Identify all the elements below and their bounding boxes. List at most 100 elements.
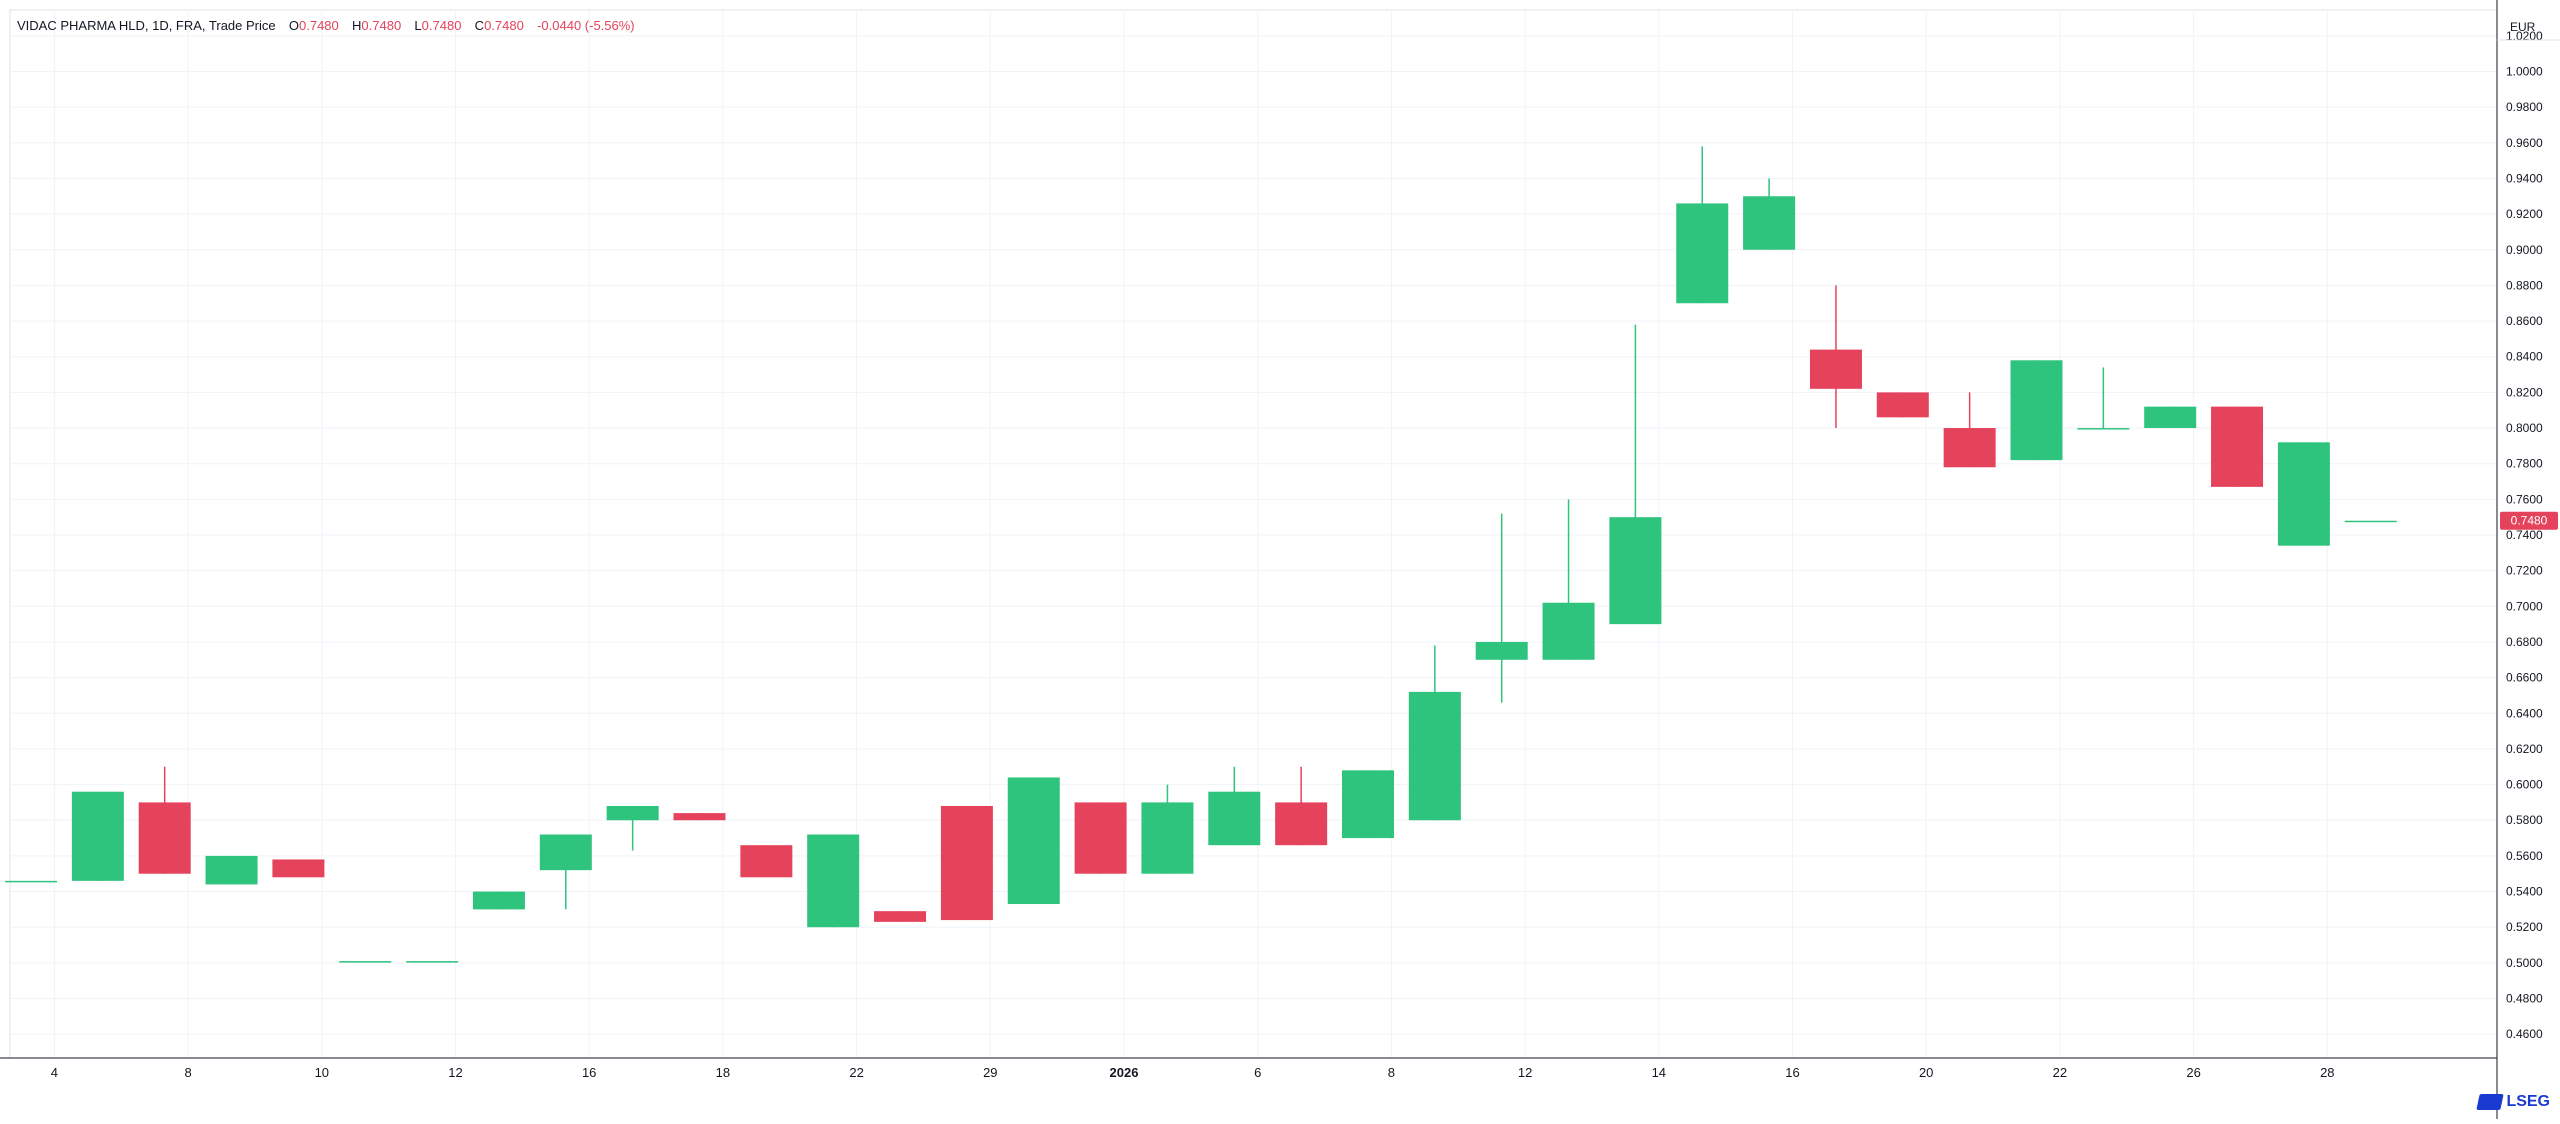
legend-high-label: H	[352, 18, 362, 33]
candle-body	[2344, 520, 2397, 523]
y-tick-label: 0.9000	[2506, 243, 2543, 257]
y-tick-label: 0.9400	[2506, 171, 2543, 185]
candle	[1943, 392, 1996, 468]
plot-frame	[9, 9, 2498, 1059]
candle-body	[539, 834, 592, 871]
candle-body	[874, 911, 927, 922]
x-tick-label: 29	[983, 1065, 997, 1080]
x-tick-label: 10	[315, 1065, 329, 1080]
candle	[1676, 146, 1729, 304]
x-tick-label: 14	[1652, 1065, 1666, 1080]
candle	[1007, 777, 1060, 905]
candle	[2277, 442, 2330, 546]
candle-body	[406, 961, 459, 963]
lseg-logo-icon	[2476, 1094, 2505, 1110]
x-tick-label: 22	[849, 1065, 863, 1080]
x-tick-label: 26	[2186, 1065, 2200, 1080]
candle-body	[940, 805, 993, 921]
candle	[2010, 360, 2063, 461]
candle-body	[2010, 360, 2063, 461]
chart-legend: VIDAC PHARMA HLD, 1D, FRA, Trade Price O…	[17, 18, 635, 33]
candle-body	[1208, 791, 1261, 846]
candle-body	[71, 791, 124, 881]
candle	[1542, 499, 1595, 660]
candle	[205, 855, 258, 885]
candle	[2344, 520, 2397, 523]
candle	[807, 834, 860, 928]
y-tick-label: 0.8600	[2506, 314, 2543, 328]
candle	[1408, 645, 1461, 821]
y-tick-label: 0.5400	[2506, 885, 2543, 899]
candle	[1074, 802, 1127, 874]
candle	[272, 859, 325, 878]
lseg-logo[interactable]: LSEG	[2476, 1093, 2550, 1111]
legend-low-label: L	[414, 18, 422, 33]
x-tick-label: 12	[448, 1065, 462, 1080]
candle	[339, 961, 392, 963]
y-tick-label: 0.5200	[2506, 920, 2543, 934]
candle-body	[1342, 770, 1394, 839]
grid-layer	[9, 9, 2498, 1059]
candle-body	[5, 880, 57, 883]
y-tick-label: 0.9800	[2506, 100, 2543, 114]
candle	[673, 813, 726, 821]
y-tick-label: 0.5600	[2506, 849, 2543, 863]
candle	[874, 911, 927, 922]
y-tick-label: 0.9600	[2506, 136, 2543, 150]
candle	[472, 891, 525, 910]
y-tick-label: 0.9200	[2506, 207, 2543, 221]
candle-body	[1876, 392, 1929, 418]
y-tick-label: 1.0200	[2506, 29, 2543, 43]
candle-body	[740, 845, 793, 878]
candle-body	[1943, 428, 1996, 468]
candle-body	[272, 859, 325, 878]
y-tick-label: 0.4800	[2506, 992, 2543, 1006]
candle	[138, 766, 191, 874]
y-tick-label: 0.7400	[2506, 528, 2543, 542]
y-tick-label: 0.7800	[2506, 457, 2543, 471]
legend-symbol: VIDAC PHARMA HLD, 1D, FRA, Trade Price	[17, 18, 276, 33]
candle-body	[339, 961, 392, 963]
candle	[2144, 406, 2197, 429]
candle-body	[1676, 203, 1729, 304]
candle-body	[2144, 406, 2197, 429]
candle	[2077, 367, 2130, 430]
lseg-logo-text: LSEG	[2506, 1093, 2550, 1110]
legend-open-label: O	[288, 18, 299, 33]
last-price-badge	[2500, 511, 2558, 530]
y-tick-label: 0.8000	[2506, 421, 2543, 435]
legend-low-value: 0.7480	[421, 18, 462, 33]
candle	[1475, 513, 1528, 703]
candle-body	[1743, 196, 1796, 250]
x-tick-label: 18	[716, 1065, 730, 1080]
candle	[1743, 178, 1796, 250]
candle-body	[673, 813, 726, 821]
y-tick-label: 0.6800	[2506, 635, 2543, 649]
legend-close-label: C	[474, 18, 485, 33]
y-tick-label: 0.7200	[2506, 564, 2543, 578]
y-tick-label: 1.0000	[2506, 64, 2543, 78]
y-tick-label: 0.5800	[2506, 813, 2543, 827]
candle-body	[1475, 641, 1528, 660]
y-tick-label: 0.5000	[2506, 956, 2543, 970]
y-tick-label: 0.6600	[2506, 671, 2543, 685]
x-tick-label: 8	[184, 1065, 191, 1080]
candle	[1275, 766, 1328, 846]
candle-body	[1074, 802, 1127, 874]
y-tick-label: 0.7000	[2506, 599, 2543, 613]
candle	[539, 834, 592, 910]
x-tick-label: 4	[51, 1065, 58, 1080]
candle	[406, 961, 459, 963]
legend-close-value: 0.7480	[484, 18, 524, 33]
candle	[606, 805, 659, 851]
y-tick-label: 0.6400	[2506, 706, 2543, 720]
candle-layer	[5, 146, 2397, 963]
currency-label: EUR	[2510, 20, 2536, 34]
candle	[5, 880, 57, 883]
x-tick-label: 2026	[1110, 1065, 1139, 1080]
candle	[940, 805, 993, 921]
x-tick-label: 6	[1254, 1065, 1261, 1080]
